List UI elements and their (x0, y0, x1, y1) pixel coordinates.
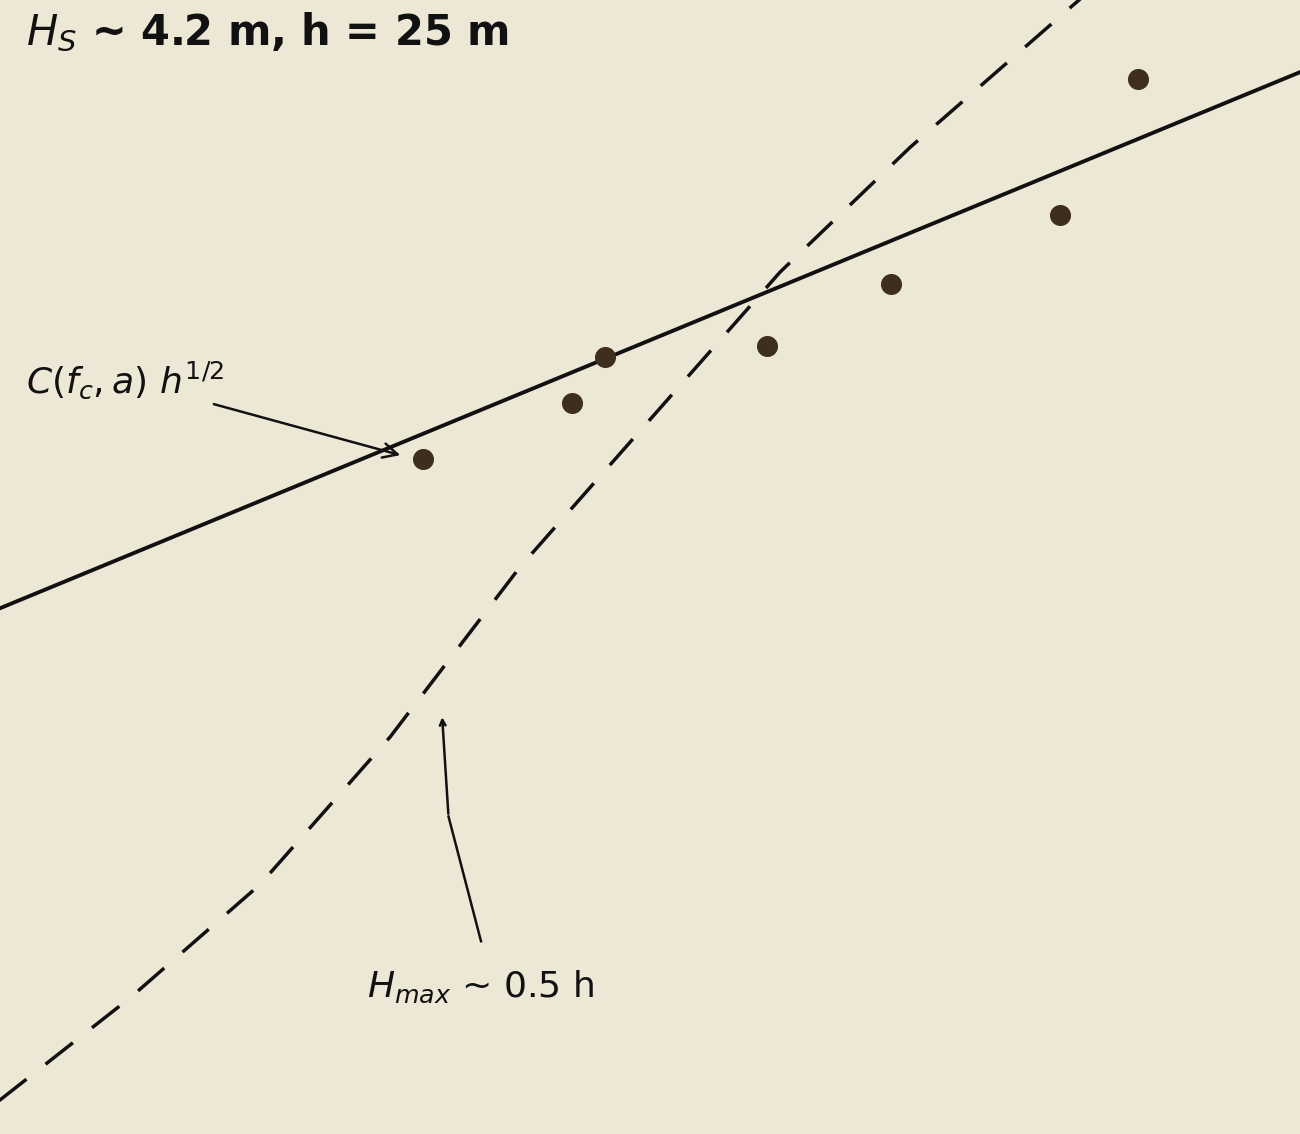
Text: $H_S$ ~ 4.2 m, h = 25 m: $H_S$ ~ 4.2 m, h = 25 m (26, 11, 508, 54)
Point (412, 450, 433, 468)
Point (1049, 206, 1070, 225)
Point (757, 337, 777, 355)
Text: $C(f_c, a)\ h^{1/2}$: $C(f_c, a)\ h^{1/2}$ (26, 359, 398, 457)
Point (594, 348, 615, 366)
Text: $H_{max}$ ~ 0.5 h: $H_{max}$ ~ 0.5 h (368, 968, 594, 1005)
Point (880, 274, 901, 293)
Point (562, 393, 582, 412)
Point (1127, 70, 1148, 88)
